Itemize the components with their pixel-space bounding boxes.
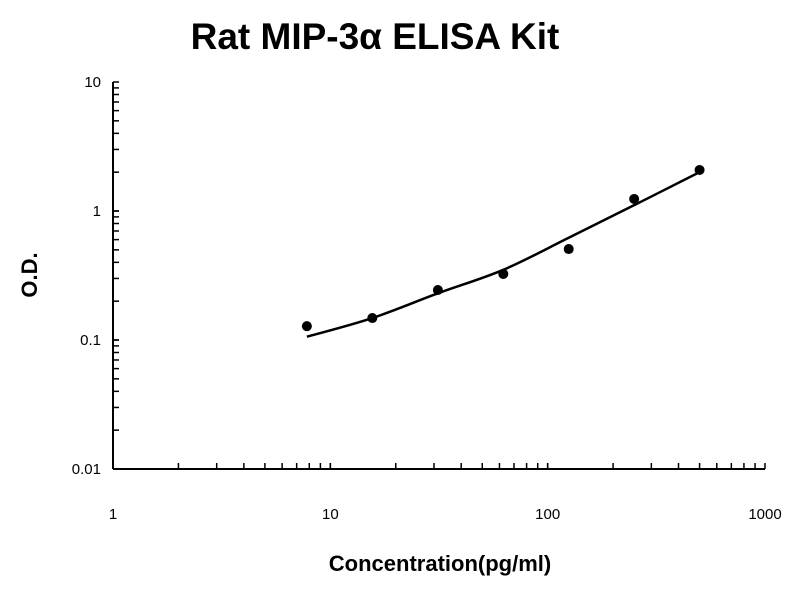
y-tick-label: 0.1 (80, 332, 101, 349)
data-point (629, 193, 640, 204)
x-tick-label: 1 (109, 506, 117, 523)
chart-title: Rat MIP-3α ELISA Kit (190, 16, 560, 57)
x-tick-label: 1000 (748, 506, 781, 523)
y-axis-title: O.D. (17, 252, 42, 297)
x-tick-label: 10 (322, 506, 339, 523)
y-tick-label: 1 (93, 203, 101, 220)
y-tick-label: 0.01 (72, 461, 101, 478)
data-point (432, 285, 443, 296)
data-point (367, 313, 378, 324)
data-point (694, 164, 705, 175)
x-tick-label: 100 (535, 506, 560, 523)
data-point (498, 268, 509, 279)
data-point (563, 244, 574, 255)
x-axis-title: Concentration(pg/ml) (329, 551, 551, 576)
y-tick-label: 10 (84, 74, 101, 91)
fitted-curve (306, 171, 701, 338)
data-point (301, 321, 312, 332)
